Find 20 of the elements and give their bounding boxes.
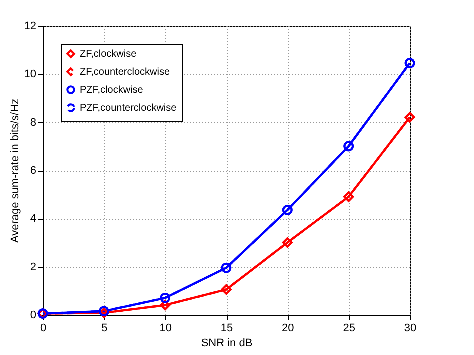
x-tick-label: 20 — [282, 322, 294, 334]
y-tick-label: 8 — [30, 116, 36, 129]
legend-label: PZF,counterclockwise — [80, 103, 178, 114]
y-tick-label: 10 — [24, 68, 36, 81]
legend-label: ZF,clockwise — [80, 49, 138, 60]
x-tick-label: 25 — [343, 322, 356, 334]
y-tick-label: 6 — [30, 165, 36, 177]
x-tick-label: 0 — [40, 322, 47, 334]
x-tick-label: 10 — [160, 322, 172, 334]
x-tick-label: 15 — [220, 322, 234, 334]
x-axis-title: SNR in dB — [201, 338, 253, 350]
y-axis-title: Average sum-rate in bits/s/Hz — [9, 98, 22, 244]
y-tick-label: 2 — [30, 261, 36, 274]
y-tick-label: 4 — [30, 213, 36, 226]
y-tick-label: 12 — [24, 20, 36, 32]
legend-label: PZF,clockwise — [80, 85, 144, 96]
y-tick-label: 0 — [30, 310, 36, 322]
x-tick-label: 5 — [102, 322, 108, 334]
x-tick-label: 30 — [404, 322, 417, 334]
legend-label: ZF,counterclockwise — [80, 67, 170, 78]
